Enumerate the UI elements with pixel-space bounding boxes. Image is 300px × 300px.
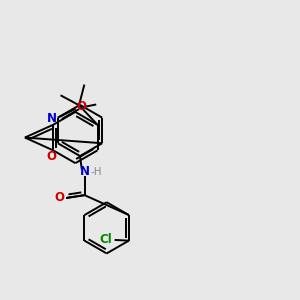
Text: N: N: [46, 112, 56, 125]
Text: O: O: [54, 191, 64, 204]
Text: N: N: [80, 165, 90, 178]
Text: Cl: Cl: [100, 233, 112, 246]
Text: O: O: [46, 150, 56, 163]
Text: -H: -H: [90, 167, 102, 177]
Text: O: O: [76, 100, 86, 113]
